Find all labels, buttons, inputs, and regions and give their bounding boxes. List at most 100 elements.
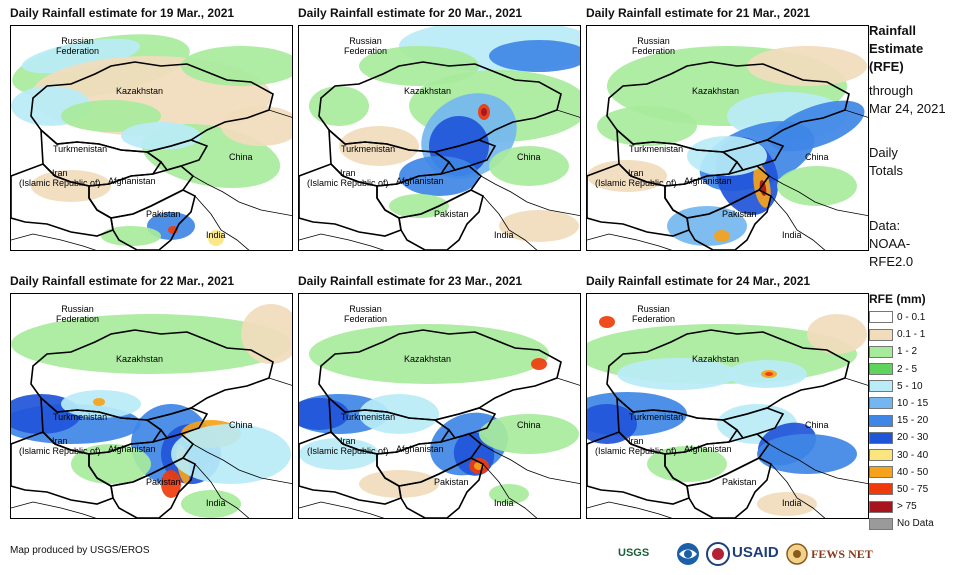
legend-item: 40 - 50 [869, 465, 928, 480]
label-afghanistan-text: Afghanistan [684, 444, 732, 454]
rainfall-area [765, 372, 773, 376]
legend-swatch [869, 328, 893, 341]
label-turkmenistan: Turkmenistan [629, 412, 683, 422]
country-border [398, 189, 484, 250]
country-border [11, 163, 114, 237]
label-pakistan: Pakistan [434, 477, 469, 487]
label-china: China [229, 152, 253, 162]
label-pakistan: Pakistan [722, 477, 757, 487]
rainfall-map: Russian Federation Kazakhstan Turkmenistan I… [586, 25, 869, 251]
rainfall-area [93, 398, 105, 406]
legend-swatch [869, 414, 893, 427]
label-iran-line1: Iran [52, 168, 68, 178]
data-source-1: NOAA- [869, 236, 911, 251]
country-border [721, 139, 785, 171]
daily-totals: Daily Totals [869, 144, 903, 180]
country-border [480, 377, 580, 518]
label-india: India [494, 498, 514, 508]
label-afghanistan: Afghanistan [108, 176, 156, 186]
rainfall-area [359, 470, 439, 498]
country-border [192, 109, 292, 250]
legend-label: 50 - 75 [897, 484, 929, 495]
rainfall-area [121, 122, 201, 150]
country-border [768, 377, 868, 518]
rainfall-area [161, 470, 181, 498]
country-border [721, 407, 785, 439]
legend-item: 1 - 2 [869, 344, 917, 359]
legend-label: 20 - 30 [897, 432, 929, 444]
label-iran-line2: (Islamic Republic of) [595, 178, 677, 188]
label-india: India [206, 498, 226, 508]
rainfall-area [389, 194, 449, 218]
label-russia-line1: Russian [349, 36, 382, 46]
label-turkmenistan-text: Turkmenistan [341, 412, 396, 422]
country-border [11, 233, 97, 250]
label-pakistan-text: Pakistan [434, 477, 469, 487]
rainfall-area [714, 230, 730, 242]
rainfall-area [489, 484, 529, 504]
label-turkmenistan-text: Turkmenistan [341, 144, 396, 154]
data-source: Data: NOAA- RFE2.0 [869, 217, 913, 271]
usgs-logo: USGS [618, 541, 649, 565]
rainfall-area [481, 108, 487, 116]
rainfall-area [31, 170, 111, 202]
label-china-text: China [805, 152, 829, 162]
end-date: Mar 24, 2021 [869, 101, 946, 116]
label-iran-line2: (Islamic Republic of) [19, 446, 101, 456]
rainfall-map: Russian Federation Kazakhstan Turkmenistan I… [298, 293, 581, 519]
label-afghanistan-text: Afghanistan [396, 176, 444, 186]
rainfall-map: Russian Federation Kazakhstan Turkmenistan I… [298, 25, 581, 251]
label-afghanistan: Afghanistan [108, 444, 156, 454]
label-iran-line2: (Islamic Republic of) [19, 178, 101, 188]
legend-swatch [869, 448, 893, 461]
rainfall-area [299, 398, 349, 430]
label-russia: Russian Federation [56, 304, 99, 324]
label-india-text: India [782, 498, 802, 508]
country-border [433, 139, 497, 171]
rainfall-area [687, 136, 767, 176]
country-border [110, 189, 196, 250]
rainfall-map-svg [11, 304, 292, 518]
data-label: Data: [869, 218, 901, 233]
legend-label: 5 - 10 [897, 380, 923, 392]
panel-19-mar: Daily Rainfall estimate for 19 Mar., 202… [10, 6, 293, 251]
legend-label: > 75 [897, 501, 917, 513]
legend-swatch [869, 397, 893, 410]
label-afghanistan-text: Afghanistan [108, 444, 156, 454]
legend-swatch [869, 483, 893, 496]
label-india: India [206, 230, 226, 240]
label-china: China [805, 420, 829, 430]
label-india: India [782, 230, 802, 240]
label-india: India [494, 230, 514, 240]
label-turkmenistan: Turkmenistan [629, 144, 683, 154]
label-china-text: China [229, 420, 253, 430]
rainfall-area [597, 106, 697, 146]
legend-item: > 75 [869, 499, 917, 514]
country-border [145, 139, 209, 171]
country-border [299, 163, 402, 237]
rfe-title: Rainfall Estimate (RFE) [869, 22, 923, 76]
panel-title: Daily Rainfall estimate for 22 Mar., 202… [10, 274, 235, 288]
label-russia-line2: Federation [344, 314, 388, 324]
label-russia-line1: Russian [61, 36, 94, 46]
legend-label: 1 - 2 [897, 346, 918, 358]
legend-swatch [869, 431, 893, 444]
noaa-logo [676, 542, 700, 566]
legend-item: 20 - 30 [869, 430, 928, 445]
label-turkmenistan: Turkmenistan [53, 412, 107, 422]
label-kazakhstan: Kazakhstan [116, 354, 163, 364]
rainfall-map-svg [299, 26, 580, 250]
label-china-text: China [805, 420, 829, 430]
rainfall-area [181, 490, 241, 518]
label-iran-line1: Iran [52, 436, 68, 446]
rainfall-area [181, 46, 292, 86]
label-turkmenistan: Turkmenistan [53, 144, 107, 154]
panel-title: Daily Rainfall estimate for 20 Mar., 202… [298, 6, 523, 20]
legend-swatch [869, 362, 893, 375]
rainfall-area [359, 46, 479, 86]
rainfall-area [807, 314, 867, 354]
rainfall-area [531, 358, 547, 370]
rainfall-area [359, 394, 439, 434]
rainfall-map-svg [11, 34, 292, 250]
panel-title: Daily Rainfall estimate for 24 Mar., 202… [586, 274, 811, 288]
